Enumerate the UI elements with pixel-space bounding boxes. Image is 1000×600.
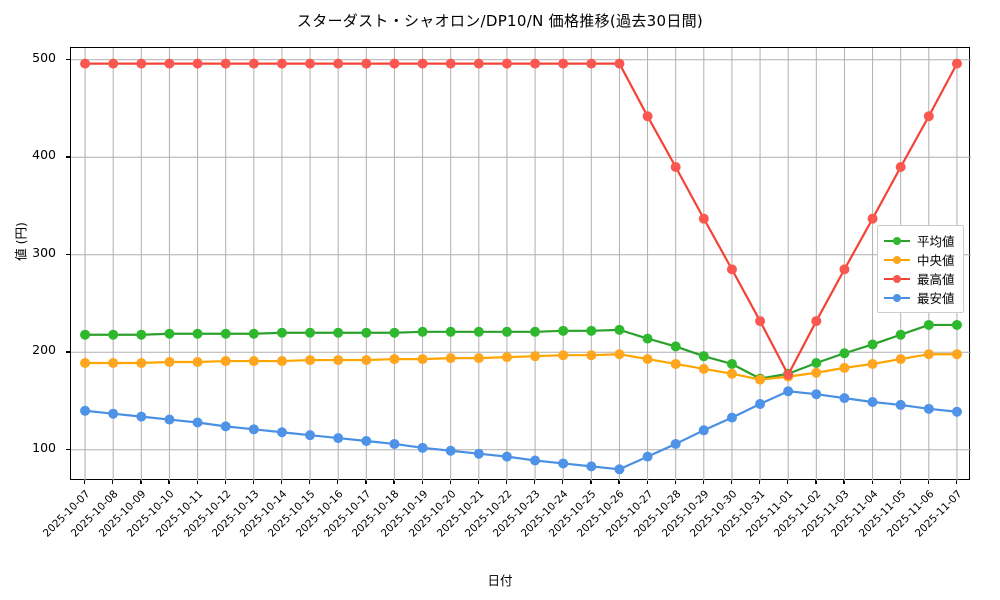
- x-axis-tick-mark: [927, 480, 930, 484]
- x-axis-tick-mark: [449, 480, 451, 484]
- y-axis-tick-mark: [66, 448, 70, 451]
- y-axis-tick-mark: [66, 253, 70, 256]
- x-axis-tick-mark: [252, 480, 255, 484]
- y-axis-tick-mark: [66, 58, 70, 60]
- x-axis-tick-mark: [534, 480, 536, 484]
- x-axis-tick-mark: [871, 480, 873, 484]
- x-axis-tick-mark: [477, 480, 480, 484]
- x-axis-tick-mark: [168, 480, 170, 484]
- y-axis-tick-mark: [66, 351, 70, 353]
- x-axis-tick-mark: [224, 480, 226, 484]
- legend-item-1[interactable]: 中央値: [884, 250, 955, 269]
- x-axis-tick-mark: [646, 480, 648, 484]
- x-axis-tick-mark: [112, 480, 114, 484]
- x-axis-tick-mark: [955, 480, 958, 484]
- legend-item-0[interactable]: 平均値: [884, 231, 955, 250]
- legend-label: 最高値: [917, 272, 955, 287]
- x-axis-tick-mark: [787, 480, 789, 484]
- y-axis-tick-label: 500: [32, 49, 56, 65]
- legend-swatch-icon: [884, 254, 910, 266]
- chart-legend: 平均値中央値最高値最安値: [877, 225, 964, 313]
- legend-label: 平均値: [917, 234, 955, 249]
- series-最高値: [80, 58, 962, 380]
- x-axis-tick-mark: [759, 480, 761, 484]
- x-axis-tick-mark: [337, 480, 339, 484]
- x-axis-tick-mark: [674, 480, 676, 484]
- y-axis-tick-label: 100: [32, 439, 56, 455]
- y-axis-label: 値 (円): [13, 222, 29, 261]
- chart-title: スターダスト・シャオロン/DP10/N 価格推移(過去30日間): [296, 12, 704, 30]
- legend-swatch-icon: [884, 235, 910, 247]
- series-最安値: [80, 386, 962, 475]
- legend-item-2[interactable]: 最高値: [884, 269, 955, 288]
- x-axis-tick-mark: [702, 480, 705, 484]
- x-axis-tick-mark: [505, 480, 508, 484]
- y-axis-tick-label: 300: [32, 244, 56, 260]
- x-axis-tick-mark: [280, 480, 283, 484]
- x-axis-tick-mark: [843, 480, 845, 484]
- data-series-layer: [80, 58, 962, 475]
- legend-item-3[interactable]: 最安値: [884, 288, 955, 307]
- x-axis-tick-mark: [618, 480, 620, 484]
- legend-swatch-icon: [884, 292, 910, 304]
- legend-swatch-icon: [884, 273, 910, 285]
- x-axis-label: 日付: [487, 573, 513, 588]
- plot-area: [70, 47, 971, 481]
- x-axis-tick-mark: [140, 480, 142, 484]
- x-axis-tick-mark: [562, 480, 564, 484]
- y-axis-tick-mark: [66, 156, 70, 158]
- x-axis-tick-mark: [421, 480, 423, 484]
- x-axis-tick-mark: [84, 480, 86, 484]
- x-axis-tick-mark: [899, 480, 901, 484]
- legend-label: 最安値: [917, 291, 955, 306]
- series-中央値: [80, 349, 962, 385]
- y-axis-tick-label: 200: [32, 342, 56, 358]
- x-axis-tick-mark: [393, 480, 395, 484]
- legend-label: 中央値: [917, 253, 955, 268]
- x-axis-tick-mark: [309, 480, 311, 484]
- x-axis-tick-mark: [590, 480, 592, 484]
- y-axis-tick-label: 400: [32, 147, 56, 163]
- x-axis-tick-mark: [730, 480, 733, 484]
- x-axis-tick-mark: [365, 480, 367, 484]
- x-axis-tick-mark: [196, 480, 198, 484]
- series-平均値: [80, 319, 962, 384]
- x-axis-tick-mark: [815, 480, 817, 484]
